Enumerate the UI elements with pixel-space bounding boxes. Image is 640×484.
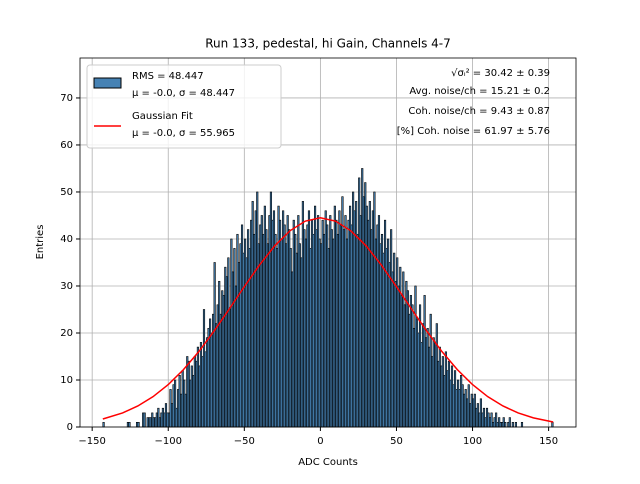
x-tick-label: −100 [155, 436, 182, 447]
y-axis-label: Entries [35, 225, 46, 260]
annotation: [%] Coh. noise = 61.97 ± 5.76 [397, 126, 550, 137]
y-tick-label: 20 [60, 328, 73, 339]
fit-line [102, 217, 554, 423]
bar [504, 421, 507, 428]
x-axis-label: ADC Counts [298, 457, 358, 468]
legend-label: Gaussian Fit [132, 111, 193, 122]
legend-label: μ = -0.0, σ = 48.447 [132, 88, 235, 99]
bar [102, 421, 105, 428]
x-tick-label: 50 [390, 436, 403, 447]
chart-title: Run 133, pedestal, hi Gain, Channels 4-7 [205, 37, 451, 51]
y-tick-label: 40 [60, 234, 73, 245]
y-tick-label: 60 [60, 140, 73, 151]
bar [508, 417, 511, 428]
plot-frame [79, 57, 577, 428]
y-tick-label: 30 [60, 281, 73, 292]
annotation: √σᵢ² = 30.42 ± 0.39 [451, 68, 550, 79]
bar [551, 421, 554, 428]
y-tick-label: 10 [60, 375, 73, 386]
bar [520, 421, 524, 428]
bar [137, 421, 140, 428]
annotation: Coh. noise/ch = 9.43 ± 0.87 [408, 106, 550, 117]
legend-patch [93, 77, 122, 89]
legend-label: μ = -0.0, σ = 55.965 [132, 128, 235, 139]
bar [128, 421, 131, 428]
y-tick-label: 0 [67, 422, 73, 433]
x-tick-label: 150 [539, 436, 558, 447]
y-tick-label: 70 [60, 93, 73, 104]
legend-label: RMS = 48.447 [132, 71, 204, 82]
x-tick-label: −150 [78, 436, 105, 447]
bar [143, 412, 146, 428]
legend-box [86, 64, 282, 149]
x-tick-label: 100 [463, 436, 482, 447]
x-tick-label: 0 [317, 436, 323, 447]
y-tick-label: 50 [60, 187, 73, 198]
bar [511, 421, 514, 428]
bar [514, 421, 517, 428]
x-tick-label: −50 [234, 436, 255, 447]
annotation: Avg. noise/ch = 15.21 ± 0.2 [409, 86, 550, 97]
